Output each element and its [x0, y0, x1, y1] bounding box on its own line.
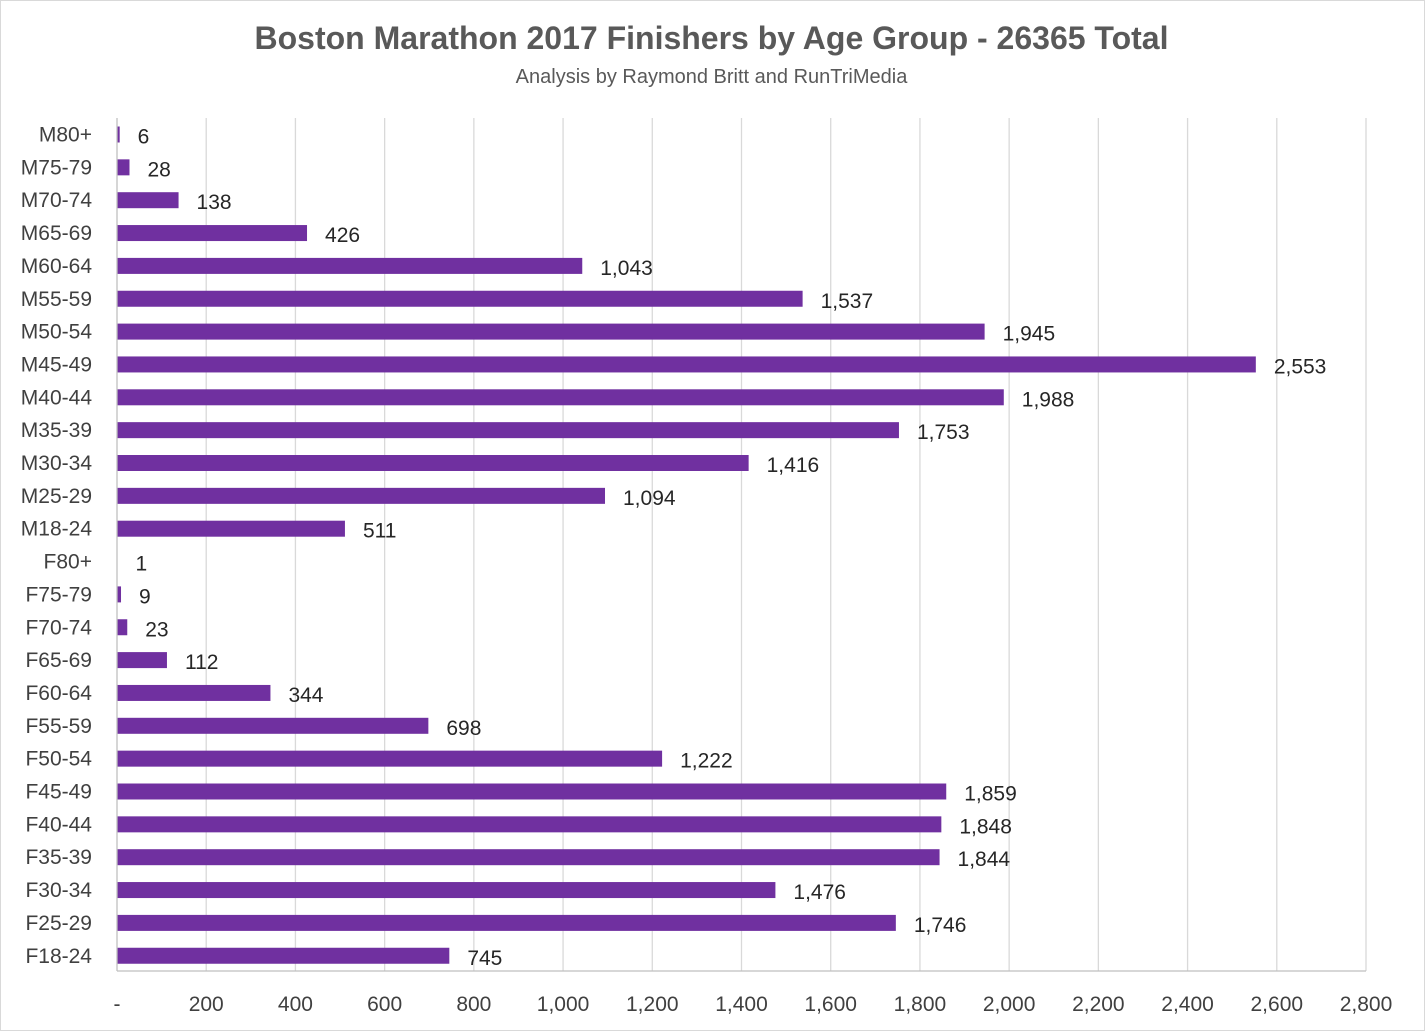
category-label: M60-64: [21, 255, 93, 278]
category-label: F25-29: [25, 912, 92, 935]
data-label: 23: [145, 618, 168, 641]
data-label: 138: [197, 191, 232, 214]
data-label: 1,859: [964, 783, 1017, 806]
bar-m55-59: [117, 290, 803, 307]
data-label: 426: [325, 224, 360, 247]
x-tick-label: 2,800: [1340, 993, 1393, 1016]
x-tick-label: 1,000: [537, 993, 590, 1016]
category-label: M70-74: [21, 189, 93, 212]
data-label: 28: [147, 158, 170, 181]
data-label: 1,094: [623, 487, 676, 510]
bar-f55-59: [117, 717, 429, 734]
bar-m65-69: [117, 225, 308, 242]
data-label: 1,753: [917, 421, 970, 444]
data-label: 1: [135, 553, 147, 576]
category-label: M45-49: [21, 353, 92, 376]
data-label: 745: [467, 947, 502, 970]
category-label: F35-39: [25, 846, 92, 869]
data-label: 1,222: [680, 750, 733, 773]
bar-f75-79: [117, 586, 122, 603]
bar-m35-39: [117, 422, 899, 439]
data-label: 1,848: [959, 815, 1012, 838]
data-label: 1,043: [600, 257, 653, 280]
category-label: F55-59: [25, 715, 92, 738]
labels: - 200 400 600 800 1,000 1,200 1,400 1,600 1,800 2,…: [21, 124, 1392, 1017]
x-tick-label: 2,400: [1161, 993, 1214, 1016]
category-label: F80+: [44, 551, 92, 574]
category-label: F18-24: [25, 945, 92, 968]
chart-subtitle: Analysis by Raymond Britt and RunTriMedi…: [515, 66, 908, 88]
category-label: F70-74: [25, 616, 92, 639]
category-label: M55-59: [21, 288, 92, 311]
bars: [117, 126, 1256, 964]
bar-f65-69: [117, 652, 167, 669]
bar-m25-29: [117, 487, 606, 504]
data-label: 9: [139, 585, 151, 608]
bar-m40-44: [117, 389, 1004, 406]
x-tick-label: 1,200: [626, 993, 679, 1016]
category-label: M25-29: [21, 485, 92, 508]
category-label: M80+: [39, 124, 92, 147]
bar-m80-plus: [117, 126, 120, 143]
chart-title: Boston Marathon 2017 Finishers by Age Gr…: [254, 20, 1169, 56]
x-tick-label: 2,000: [983, 993, 1036, 1016]
data-label: 1,746: [914, 914, 967, 937]
gridlines: [205, 118, 1367, 971]
x-tick-label: 200: [189, 993, 224, 1016]
category-label: M50-54: [21, 321, 93, 344]
x-tick-label: 600: [367, 993, 402, 1016]
data-label: 1,476: [793, 881, 846, 904]
bar-f30-34: [117, 882, 776, 899]
category-label: F65-69: [25, 649, 92, 672]
bar-m50-54: [117, 323, 985, 340]
category-label: M75-79: [21, 156, 92, 179]
bar-f35-39: [117, 849, 940, 866]
x-tick-label: 1,800: [894, 993, 947, 1016]
bar-m75-79: [117, 159, 130, 176]
bar-m18-24: [117, 520, 345, 537]
data-label: 1,988: [1022, 388, 1075, 411]
data-label: 1,537: [821, 290, 874, 313]
bar-m30-34: [117, 455, 749, 471]
x-tick-label: 400: [278, 993, 313, 1016]
category-label: F50-54: [25, 748, 92, 771]
category-label: F60-64: [25, 682, 92, 705]
x-tick-label: 1,600: [804, 993, 857, 1016]
data-label: 1,416: [767, 454, 820, 477]
category-label: M35-39: [21, 419, 92, 442]
data-label: 698: [446, 717, 481, 740]
bar-f45-49: [117, 783, 947, 800]
bar-f50-54: [117, 750, 663, 767]
bar-m70-74: [117, 192, 179, 209]
category-label: M40-44: [21, 386, 93, 409]
category-label: M18-24: [21, 518, 93, 541]
bar-f18-24: [117, 947, 450, 964]
data-label: 112: [185, 651, 218, 674]
bar-m45-49: [117, 356, 1256, 373]
x-tick-label: -: [114, 993, 121, 1016]
x-tick-label: 2,200: [1072, 993, 1125, 1016]
bar-f25-29: [117, 914, 896, 931]
x-tick-label: 2,600: [1251, 993, 1304, 1016]
data-label: 344: [288, 684, 323, 707]
category-label: F40-44: [25, 813, 92, 836]
bar-f40-44: [117, 816, 942, 833]
x-tick-label: 1,400: [715, 993, 768, 1016]
data-label: 6: [138, 126, 150, 149]
data-label: 1,945: [1003, 323, 1056, 346]
axes: [116, 118, 1366, 972]
bar-f70-74: [117, 619, 128, 636]
category-label: M65-69: [21, 222, 92, 245]
bar-m60-64: [117, 257, 583, 274]
data-label: 2,553: [1274, 355, 1327, 378]
bar-f60-64: [117, 684, 271, 701]
x-tick-label: 800: [456, 993, 491, 1016]
category-label: F45-49: [25, 781, 92, 804]
data-label: 511: [363, 520, 396, 543]
category-label: F75-79: [25, 583, 92, 606]
category-label: M30-34: [21, 452, 93, 475]
category-label: F30-34: [25, 879, 92, 902]
data-label: 1,844: [958, 848, 1011, 871]
